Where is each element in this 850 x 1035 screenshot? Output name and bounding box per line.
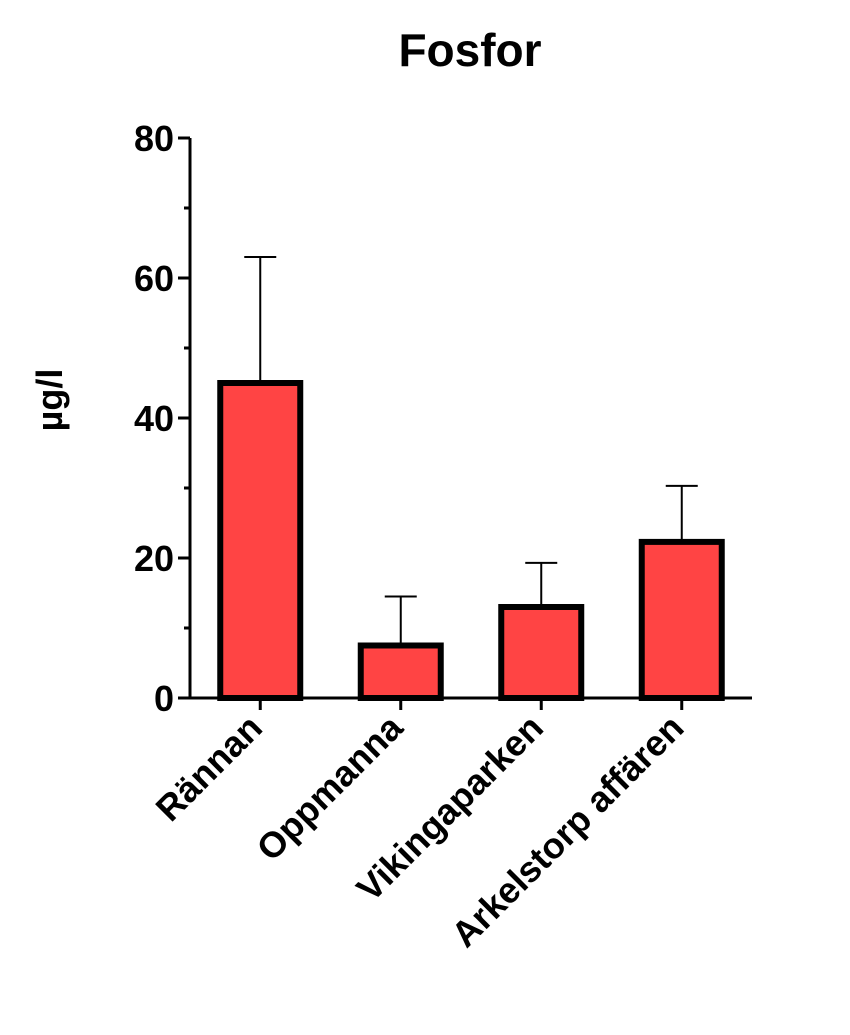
x-tick-label: Rännan [148,707,270,829]
chart-title: Fosfor [398,24,541,76]
bar [498,604,585,701]
bar [638,538,725,702]
x-tick-label: Arkelstorp affären [443,707,691,955]
bar [357,642,444,701]
y-tick-label: 20 [134,538,174,579]
y-tick-label: 0 [154,678,174,719]
bar [217,380,304,701]
y-tick-label: 60 [134,258,174,299]
y-tick-label: 80 [134,118,174,159]
y-axis-label: µg/l [29,369,70,432]
y-tick-label: 40 [134,398,174,439]
plot-area: 020406080RännanOppmannaVikingaparkenArke… [134,118,752,955]
